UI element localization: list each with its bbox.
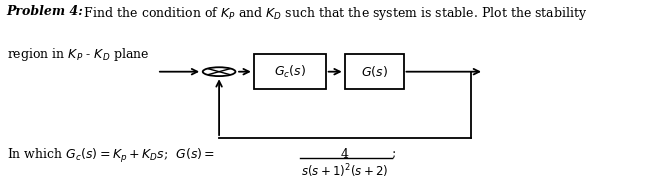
Text: Problem 4:: Problem 4: [7, 5, 84, 18]
Text: $G_c(s)$: $G_c(s)$ [273, 64, 306, 80]
FancyBboxPatch shape [345, 54, 404, 89]
Text: Find the condition of $K_P$ and $K_D$ such that the system is stable. Plot the s: Find the condition of $K_P$ and $K_D$ su… [80, 5, 587, 22]
Text: $G(s)$: $G(s)$ [360, 64, 388, 79]
Text: 4: 4 [341, 148, 349, 161]
Text: region in $K_P$ - $K_D$ plane: region in $K_P$ - $K_D$ plane [7, 46, 149, 63]
Text: In which $G_c(s)=K_p+K_Ds$;  $G(s)=$: In which $G_c(s)=K_p+K_Ds$; $G(s)=$ [7, 147, 215, 165]
Text: $s(s+1)^2(s+2)$: $s(s+1)^2(s+2)$ [301, 162, 388, 177]
FancyBboxPatch shape [254, 54, 326, 89]
Text: ;: ; [392, 147, 396, 161]
